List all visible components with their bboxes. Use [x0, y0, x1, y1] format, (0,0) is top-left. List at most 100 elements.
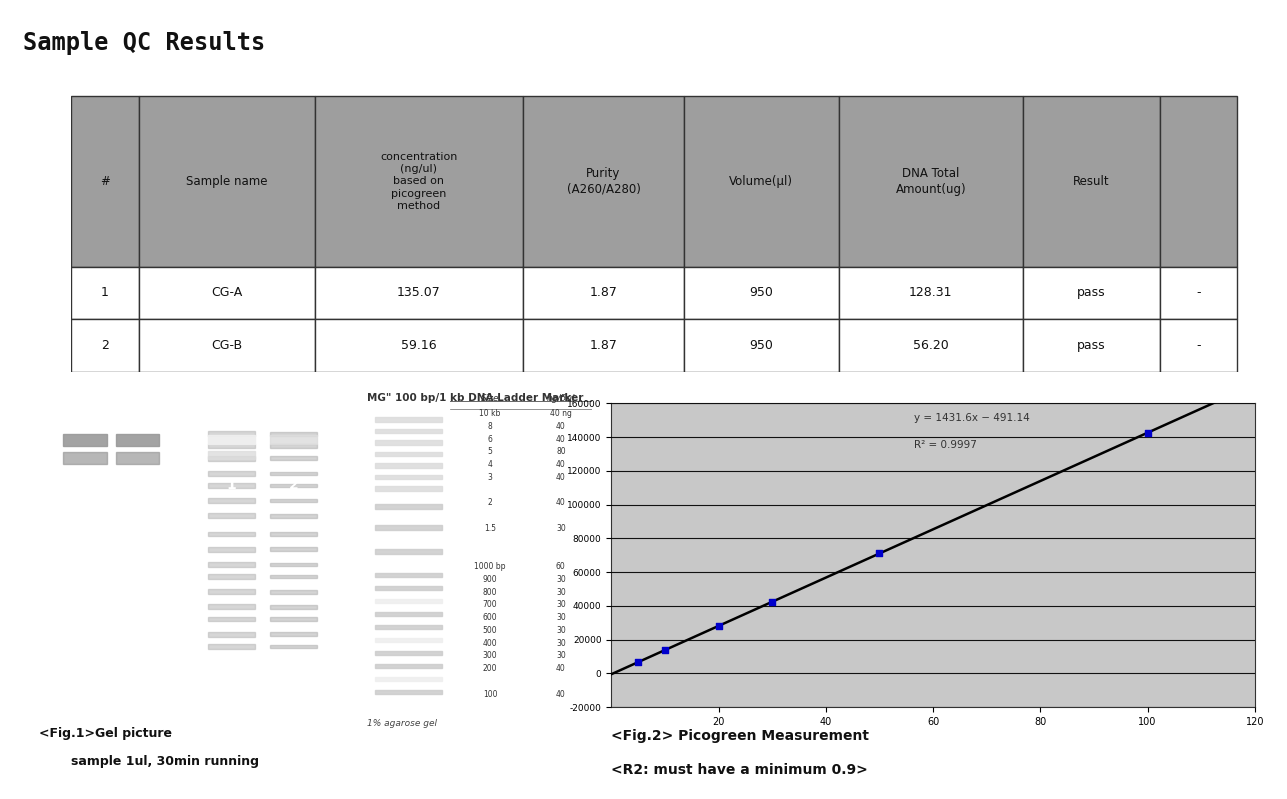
- Point: [869, 547, 889, 559]
- Text: 30: 30: [556, 651, 566, 661]
- Text: R² = 0.9997: R² = 0.9997: [914, 440, 977, 450]
- Text: 950: 950: [749, 286, 773, 300]
- Point: [1138, 427, 1158, 439]
- Bar: [839, 267, 1023, 319]
- Bar: [376, 475, 443, 479]
- Text: 40: 40: [556, 460, 566, 469]
- Bar: [208, 455, 255, 460]
- Bar: [139, 319, 315, 372]
- Bar: [71, 97, 139, 267]
- Bar: [208, 471, 255, 475]
- Text: Sample name: Sample name: [187, 175, 268, 188]
- Text: ng/5ul: ng/5ul: [547, 394, 575, 403]
- Text: Result: Result: [1073, 175, 1109, 188]
- Point: [762, 595, 782, 608]
- Text: 950: 950: [749, 339, 773, 352]
- Text: 30: 30: [556, 588, 566, 597]
- Text: 30: 30: [556, 638, 566, 648]
- Bar: [63, 434, 107, 446]
- Text: Size: Size: [481, 394, 499, 403]
- Text: CG-B: CG-B: [211, 339, 242, 352]
- Text: 60: 60: [556, 562, 566, 571]
- Bar: [315, 267, 523, 319]
- Bar: [376, 586, 443, 590]
- Bar: [376, 525, 443, 530]
- Bar: [683, 319, 839, 372]
- Bar: [376, 677, 443, 682]
- Bar: [376, 690, 443, 694]
- Text: 56.20: 56.20: [912, 339, 949, 352]
- Bar: [1160, 319, 1238, 372]
- Text: 8: 8: [488, 422, 493, 431]
- Text: pass: pass: [1077, 339, 1106, 352]
- Bar: [376, 417, 443, 422]
- Text: 10 kb: 10 kb: [479, 409, 501, 418]
- Text: concentration
(ng/ul)
based on
picogreen
method: concentration (ng/ul) based on picogreen…: [381, 152, 458, 211]
- Bar: [839, 97, 1023, 267]
- Text: <Fig.1>Gel picture: <Fig.1>Gel picture: [39, 727, 171, 740]
- Text: 1% agarose gel: 1% agarose gel: [367, 719, 436, 728]
- Bar: [208, 483, 255, 488]
- Bar: [270, 532, 317, 536]
- Text: 700: 700: [483, 601, 497, 610]
- Text: 900: 900: [483, 575, 497, 584]
- Text: 3: 3: [488, 473, 493, 482]
- Text: 40: 40: [556, 473, 566, 482]
- Bar: [208, 547, 255, 551]
- Bar: [376, 440, 443, 445]
- Bar: [270, 590, 317, 594]
- Bar: [523, 267, 683, 319]
- Text: y = 1431.6x − 491.14: y = 1431.6x − 491.14: [914, 412, 1030, 423]
- Text: 400: 400: [483, 638, 497, 648]
- Text: 600: 600: [483, 613, 497, 622]
- Text: Sample QC Results: Sample QC Results: [23, 30, 265, 55]
- Bar: [208, 531, 255, 536]
- Bar: [208, 605, 255, 610]
- Text: <R2: must have a minimum 0.9>: <R2: must have a minimum 0.9>: [611, 763, 867, 777]
- Bar: [1023, 319, 1160, 372]
- Text: MG" 100 bp/1 kb DNA Ladder Marker: MG" 100 bp/1 kb DNA Ladder Marker: [367, 393, 583, 403]
- Text: 40: 40: [556, 435, 566, 443]
- Text: 2: 2: [488, 499, 493, 507]
- Bar: [208, 499, 255, 503]
- Bar: [376, 651, 443, 655]
- Bar: [270, 562, 317, 566]
- Text: 1.87: 1.87: [589, 339, 618, 352]
- Text: 135.07: 135.07: [398, 286, 441, 300]
- Bar: [63, 452, 107, 464]
- Text: 1: 1: [100, 286, 108, 300]
- Bar: [376, 612, 443, 616]
- Text: 40: 40: [556, 499, 566, 507]
- Text: -: -: [1197, 339, 1201, 352]
- Bar: [1160, 267, 1238, 319]
- Bar: [270, 444, 317, 447]
- Text: 40 ng: 40 ng: [550, 409, 571, 418]
- Text: 4: 4: [488, 460, 493, 469]
- Point: [628, 656, 649, 669]
- Bar: [376, 599, 443, 603]
- Bar: [523, 319, 683, 372]
- Bar: [683, 97, 839, 267]
- Text: 200: 200: [483, 664, 497, 674]
- Text: 5: 5: [488, 447, 493, 456]
- Text: 30: 30: [556, 524, 566, 533]
- Bar: [376, 664, 443, 668]
- Text: CG-A: CG-A: [211, 286, 242, 300]
- Text: 80: 80: [556, 447, 566, 456]
- Bar: [270, 514, 317, 518]
- Text: 6: 6: [488, 435, 493, 443]
- Bar: [116, 434, 160, 446]
- Text: 40: 40: [556, 690, 566, 699]
- Bar: [376, 638, 443, 642]
- Point: [708, 619, 728, 632]
- Text: Purity
(A260/A280): Purity (A260/A280): [566, 167, 641, 196]
- Point: [655, 644, 676, 657]
- Bar: [270, 547, 317, 551]
- Text: sample 1ul, 30min running: sample 1ul, 30min running: [71, 755, 259, 768]
- Bar: [270, 633, 317, 636]
- Text: 2: 2: [288, 479, 299, 492]
- Text: 2: 2: [100, 339, 108, 352]
- Bar: [208, 435, 255, 444]
- Text: pass: pass: [1077, 286, 1106, 300]
- Text: #: #: [100, 175, 109, 188]
